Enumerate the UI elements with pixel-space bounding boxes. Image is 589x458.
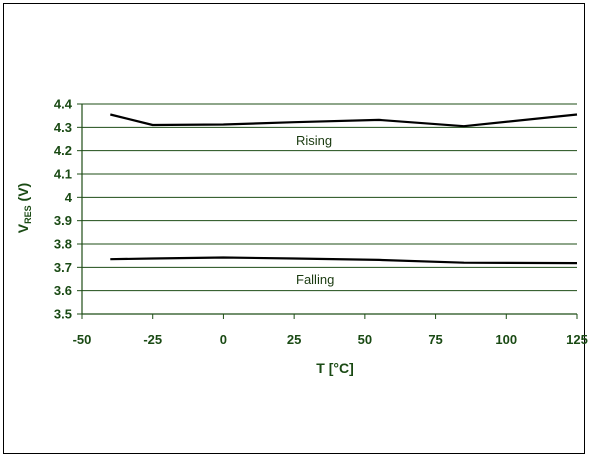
x-tick-label: -50 [73, 332, 92, 347]
x-tick-labels: -50 -25 0 25 50 75 100 125 [73, 332, 588, 347]
y-axis-title: VRES (V) [15, 183, 33, 233]
x-tick-label: -25 [143, 332, 162, 347]
x-tick-label: 0 [220, 332, 227, 347]
y-tick-label: 4.1 [54, 167, 72, 182]
x-tick-label: 75 [428, 332, 442, 347]
y-tick-label: 3.6 [54, 283, 72, 298]
gridlines [82, 103, 577, 292]
y-tick-labels: 3.5 3.6 3.7 3.8 3.9 4 4.1 4.2 4.3 4.4 [54, 97, 73, 322]
series-label-falling: Falling [296, 272, 334, 287]
y-axis-title-suffix: (V) [15, 183, 31, 206]
y-tick-label: 4.2 [54, 143, 72, 158]
y-tick-label: 3.5 [54, 307, 72, 322]
y-tick-label: 3.9 [54, 213, 72, 228]
x-axis-title: T [°C] [316, 360, 353, 376]
series-label-rising: Rising [296, 133, 332, 148]
x-tick-label: 50 [358, 332, 372, 347]
y-tick-label: 3.8 [54, 237, 72, 252]
y-tick-label: 4.4 [54, 97, 73, 112]
x-tick-label: 100 [495, 332, 517, 347]
y-tick-label: 3.7 [54, 260, 72, 275]
series-line-falling [110, 256, 578, 265]
y-tick-label: 4.3 [54, 120, 72, 135]
chart-frame [3, 3, 585, 454]
axes [77, 103, 578, 319]
x-tick-label: 25 [287, 332, 301, 347]
y-axis-title-sub: RES [23, 205, 33, 224]
y-tick-label: 4 [65, 190, 73, 205]
series-line-rising [110, 113, 578, 128]
series-lines [110, 113, 578, 265]
y-axis-title-main: V [15, 223, 31, 233]
x-tick-label: 125 [566, 332, 588, 347]
